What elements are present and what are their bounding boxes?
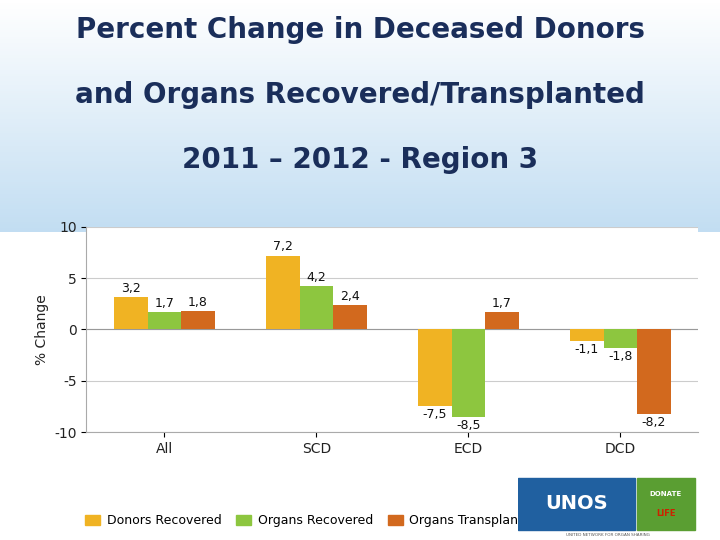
Bar [266, 255, 300, 329]
Legend: Donors Recovered, Organs Recovered, Organs Transplanted: Donors Recovered, Organs Recovered, Orga… [81, 509, 544, 532]
Text: -1,1: -1,1 [575, 343, 599, 356]
Text: 2,4: 2,4 [340, 290, 360, 303]
Bar [418, 329, 451, 407]
Text: 1,7: 1,7 [155, 297, 174, 310]
Bar [637, 329, 670, 414]
Bar [300, 286, 333, 329]
Text: 1,7: 1,7 [492, 297, 512, 310]
Text: UNOS: UNOS [546, 494, 608, 514]
Bar [333, 305, 366, 329]
Bar [451, 329, 485, 417]
Text: LIFE: LIFE [656, 509, 676, 518]
Y-axis label: % Change: % Change [35, 294, 49, 365]
Text: and Organs Recovered/Transplanted: and Organs Recovered/Transplanted [75, 81, 645, 109]
Text: -8,5: -8,5 [456, 418, 481, 431]
Text: -7,5: -7,5 [423, 408, 447, 421]
FancyBboxPatch shape [637, 478, 695, 530]
Text: 1,8: 1,8 [188, 296, 208, 309]
Text: 7,2: 7,2 [273, 240, 293, 253]
Text: 3,2: 3,2 [121, 281, 141, 294]
Bar [114, 296, 148, 329]
Text: -8,2: -8,2 [642, 416, 666, 429]
Bar [181, 311, 215, 329]
FancyBboxPatch shape [0, 232, 720, 540]
Text: 2011 – 2012 - Region 3: 2011 – 2012 - Region 3 [182, 146, 538, 174]
Bar [603, 329, 637, 348]
FancyBboxPatch shape [518, 478, 635, 530]
Text: 4,2: 4,2 [307, 271, 326, 284]
Text: Percent Change in Deceased Donors: Percent Change in Deceased Donors [76, 16, 644, 44]
Text: -1,8: -1,8 [608, 350, 633, 363]
Bar [148, 312, 181, 329]
Bar [485, 312, 518, 329]
Text: DONATE: DONATE [650, 491, 682, 497]
Bar [570, 329, 603, 341]
Text: UNITED NETWORK FOR ORGAN SHARING: UNITED NETWORK FOR ORGAN SHARING [567, 533, 650, 537]
